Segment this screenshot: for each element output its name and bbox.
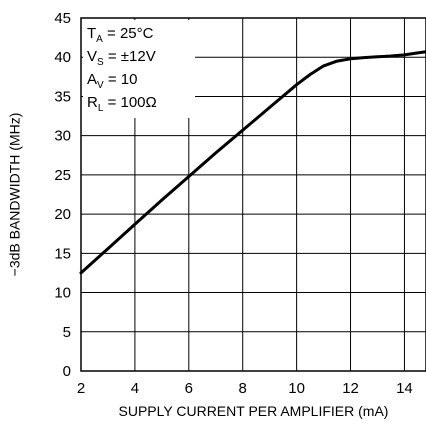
y-axis-title: −3dB BANDWIDTH (MHz) xyxy=(7,113,23,277)
annotation-ta: TA = 25°C xyxy=(87,25,154,45)
x-tick-label: 10 xyxy=(288,380,305,397)
annotation-vs: VS = ±12V xyxy=(87,48,156,68)
plot-frame xyxy=(80,17,426,372)
y-tick-labels: 0 5 10 15 20 25 30 35 40 45 xyxy=(54,10,71,380)
x-axis-title: SUPPLY CURRENT PER AMPLIFIER (mA) xyxy=(119,403,389,419)
x-tick-label: 2 xyxy=(77,380,85,397)
y-tick-label: 40 xyxy=(54,49,71,66)
series-line-1 xyxy=(79,50,426,275)
y-tick-label: 10 xyxy=(54,285,71,302)
y-tick-label: 35 xyxy=(54,88,71,105)
annotation-av: AV = 10 xyxy=(87,71,137,91)
y-tick-label: 0 xyxy=(63,363,71,380)
y-tick-label: 5 xyxy=(63,324,71,341)
annotation-rl: RL = 100Ω xyxy=(87,94,157,114)
x-tick-label: 12 xyxy=(342,380,359,397)
y-tick-label: 30 xyxy=(54,128,71,145)
conditions-annotation: TA = 25°C VS = ±12V AV = 10 RL = 100Ω xyxy=(87,25,157,114)
y-tick-label: 45 xyxy=(54,10,71,27)
y-tick-label: 20 xyxy=(54,206,71,223)
y-tick-label: 15 xyxy=(54,245,71,262)
x-tick-label: 8 xyxy=(239,380,247,397)
x-tick-labels: 2 4 6 8 10 12 14 xyxy=(77,380,413,397)
x-tick-label: 14 xyxy=(396,380,413,397)
series-group xyxy=(79,50,426,275)
grid xyxy=(81,18,426,371)
annotation-box xyxy=(83,20,195,118)
x-tick-label: 6 xyxy=(185,380,193,397)
y-tick-label: 25 xyxy=(54,167,71,184)
x-tick-label: 4 xyxy=(131,380,139,397)
